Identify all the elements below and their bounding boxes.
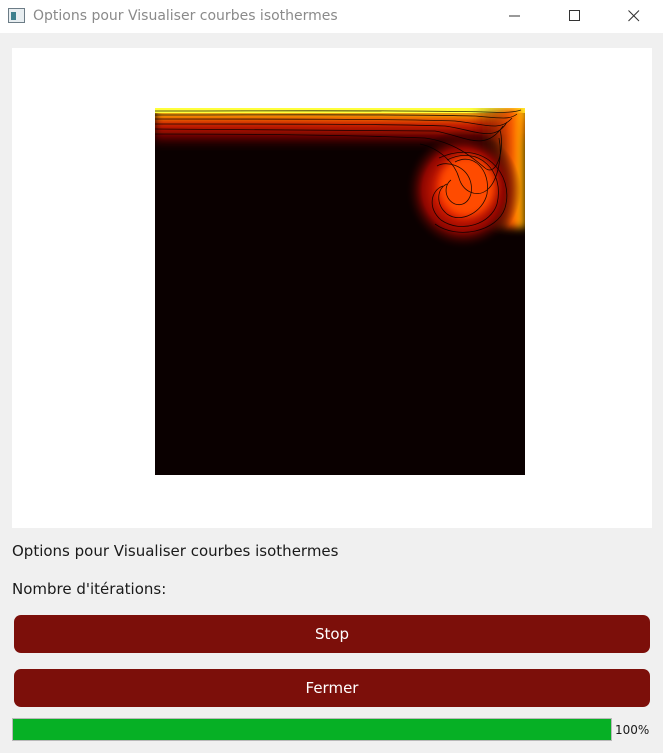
iterations-label: Nombre d'itérations:	[12, 580, 167, 598]
close-dialog-button[interactable]: Fermer	[14, 669, 650, 707]
app-icon	[8, 8, 25, 23]
progress-bar	[12, 718, 612, 741]
title-bar: Options pour Visualiser courbes isotherm…	[0, 0, 663, 33]
window-title: Options pour Visualiser courbes isotherm…	[33, 8, 338, 24]
plot-panel	[12, 48, 652, 528]
progress-percent: 100%	[615, 723, 650, 737]
progress-fill	[13, 719, 611, 740]
maximize-button[interactable]	[552, 0, 598, 33]
minimize-button[interactable]	[492, 0, 538, 33]
close-button[interactable]	[611, 0, 657, 33]
isotherm-plot	[155, 108, 525, 475]
close-icon	[628, 10, 640, 22]
stop-button[interactable]: Stop	[14, 615, 650, 653]
minimize-icon	[509, 15, 520, 17]
options-title-label: Options pour Visualiser courbes isotherm…	[12, 542, 339, 560]
maximize-icon	[569, 10, 580, 21]
